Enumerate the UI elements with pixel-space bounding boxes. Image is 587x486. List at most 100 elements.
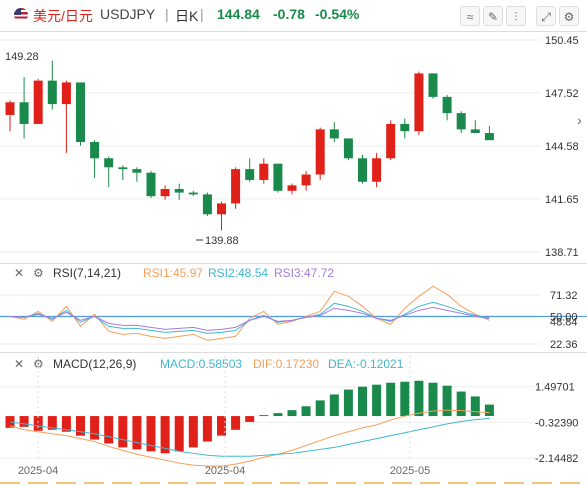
candle-body xyxy=(273,163,283,191)
pair-name[interactable]: 美元/日元 xyxy=(33,8,93,24)
macd-bar xyxy=(386,382,396,417)
macd-bar xyxy=(315,400,325,417)
candle-body xyxy=(470,129,480,133)
macd-bar xyxy=(33,416,43,431)
macd-bar xyxy=(76,416,85,436)
settings-icon[interactable]: ⚙ xyxy=(559,6,579,26)
expand-icon[interactable]: ⤢ xyxy=(536,6,556,26)
candle-body xyxy=(386,123,396,159)
candle-body xyxy=(372,158,382,182)
dif-value: DIF:0.17230 xyxy=(253,357,320,371)
candle-body xyxy=(188,192,198,195)
macd-bar xyxy=(104,416,114,444)
candlestick-chart[interactable]: 150.45 147.52 144.58 141.65 138.71 149.28 13… xyxy=(0,31,587,263)
y-tick-label: 150.45 xyxy=(545,35,579,47)
gear-icon[interactable]: ⚙ xyxy=(33,266,44,280)
macd-value: MACD:0.58503 xyxy=(160,357,243,371)
y-tick-label: -0.32390 xyxy=(535,417,578,429)
candle-body xyxy=(442,96,452,114)
candle-body xyxy=(217,203,226,215)
high-price-label: 149.28 xyxy=(5,51,39,63)
macd-bar xyxy=(400,381,410,417)
candle-body xyxy=(287,185,297,191)
y-tick-label: -2.14482 xyxy=(535,453,578,465)
macd-title: MACD(12,26,9) xyxy=(53,357,137,371)
divider: | xyxy=(200,6,204,22)
macd-bar xyxy=(358,386,367,417)
candle-body xyxy=(61,82,71,105)
macd-chart[interactable]: 1.49701 -0.32390 -2.14482 2025-04 2025-04 20… xyxy=(0,353,587,486)
candle-body xyxy=(19,102,29,124)
candle-body xyxy=(90,142,100,159)
macd-bar xyxy=(456,391,466,417)
candle-body xyxy=(104,158,114,168)
candle-body xyxy=(160,188,170,197)
macd-bar xyxy=(19,416,29,427)
macd-divider xyxy=(0,352,587,353)
candle-body xyxy=(202,194,212,215)
y-tick-label: 141.65 xyxy=(545,194,579,206)
dea-value: DEA:-0.12021 xyxy=(328,357,404,371)
macd-bar xyxy=(470,396,480,417)
macd-bar xyxy=(259,415,269,417)
macd-bar xyxy=(273,413,283,417)
last-price: 144.84 xyxy=(217,6,260,22)
macd-bar xyxy=(61,416,71,432)
candle-body xyxy=(146,172,156,197)
macd-bar xyxy=(217,416,226,436)
low-price-label: 139.88 xyxy=(205,235,239,247)
y-tick-label: 48.84 xyxy=(550,316,578,328)
macd-bar xyxy=(160,416,170,454)
collapse-icon[interactable]: › xyxy=(577,112,582,128)
macd-bar xyxy=(132,416,142,450)
chart-header: 美元/日元 USDJPY | 日K | 144.84 -0.78 -0.54% … xyxy=(0,0,587,30)
y-tick-label: 22.36 xyxy=(550,339,578,351)
candle-body xyxy=(484,132,494,141)
candle-body xyxy=(301,174,311,186)
macd-bar xyxy=(245,416,255,422)
x-tick-label: 2025-04 xyxy=(205,465,245,477)
macd-bar xyxy=(301,406,311,417)
y-tick-label: 144.58 xyxy=(545,141,579,153)
macd-bar xyxy=(287,410,297,417)
macd-bar xyxy=(47,416,57,430)
candle-body xyxy=(400,123,410,132)
pencil-icon[interactable]: ✎ xyxy=(483,6,503,26)
macd-bar xyxy=(343,389,353,417)
macd-bar xyxy=(90,416,100,440)
y-tick-label: 50.00 xyxy=(550,311,578,323)
macd-bar xyxy=(118,416,128,448)
y-tick-label: 1.49701 xyxy=(535,382,575,394)
macd-bar xyxy=(174,416,184,452)
macd-bar xyxy=(428,382,438,417)
rsi-title: RSI(7,14,21) xyxy=(53,266,122,280)
macd-bar xyxy=(202,416,212,442)
price-change: -0.78 xyxy=(273,6,305,22)
period-selector[interactable]: 日K xyxy=(175,8,199,24)
candle-body xyxy=(259,163,269,180)
candle-body xyxy=(33,80,43,124)
y-tick-label: 71.32 xyxy=(550,290,578,302)
macd-bar xyxy=(372,384,382,417)
macd-bar xyxy=(188,416,198,448)
candle-settings-icon[interactable]: ⫶ xyxy=(506,6,526,26)
brush-icon[interactable]: ≈ xyxy=(460,6,480,26)
close-icon[interactable]: ✕ xyxy=(14,357,25,371)
price-change-percent: -0.54% xyxy=(315,6,360,22)
candle-body xyxy=(132,169,142,173)
candle-body xyxy=(414,73,424,132)
gear-icon[interactable]: ⚙ xyxy=(33,357,44,371)
header-divider xyxy=(0,31,587,32)
x-tick-label: 2025-05 xyxy=(390,465,430,477)
close-icon[interactable]: ✕ xyxy=(14,266,25,280)
candle-body xyxy=(343,138,353,159)
us-flag-icon xyxy=(14,8,28,22)
candle-body xyxy=(329,129,339,139)
candle-body xyxy=(5,102,15,115)
macd-bar xyxy=(442,385,452,417)
rsi1-line xyxy=(9,285,490,341)
candle-body xyxy=(358,158,367,182)
macd-bar xyxy=(414,380,424,417)
dif-line xyxy=(9,409,490,467)
